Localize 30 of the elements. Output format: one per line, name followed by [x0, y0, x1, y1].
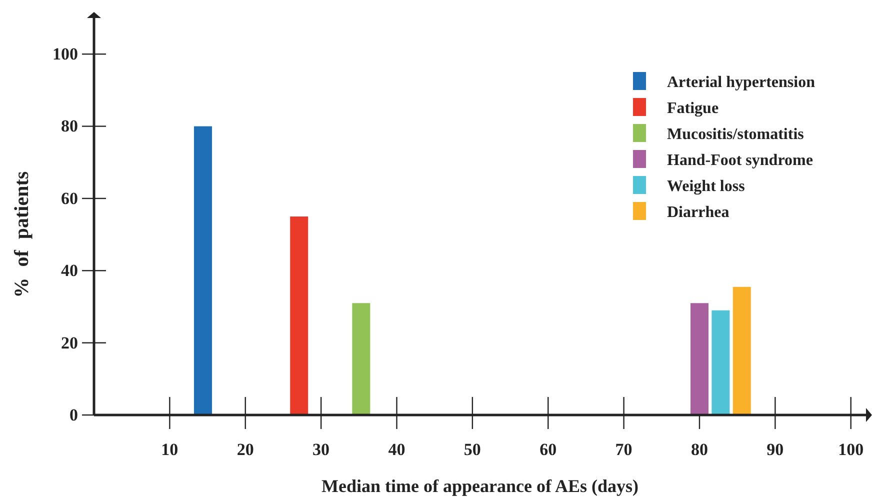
y-tick-label: 60 — [61, 188, 78, 208]
y-tick-label: 20 — [61, 333, 78, 352]
bar — [290, 216, 308, 415]
bar — [352, 303, 370, 415]
bar — [732, 286, 751, 415]
x-tick-label: 100 — [838, 440, 864, 460]
y-axis-title: % of patients — [11, 171, 33, 298]
legend-label: Hand-Foot syndrome — [667, 152, 813, 169]
x-tick-label: 60 — [540, 440, 557, 460]
x-tick-label: 20 — [236, 440, 254, 460]
legend-label: Mucositis/stomatitis — [667, 126, 804, 143]
x-tick-label: 70 — [615, 440, 632, 460]
x-axis-title: Median time of appearance of AEs (days) — [322, 476, 638, 496]
y-tick-label: 40 — [61, 261, 78, 280]
legend-label: Fatigue — [667, 100, 719, 117]
bar — [194, 126, 212, 415]
y-tick-label: 100 — [52, 44, 78, 64]
legend-label: Diarrhea — [667, 204, 730, 221]
x-tick-label: 80 — [690, 440, 708, 460]
legend-label: Weight loss — [667, 178, 745, 195]
bar — [712, 310, 730, 415]
x-tick-label: 50 — [464, 440, 481, 460]
legend-label: Arterial hypertension — [667, 74, 816, 91]
x-tick-label: 30 — [312, 440, 330, 460]
bar — [690, 303, 708, 415]
y-tick-label: 80 — [61, 116, 78, 136]
x-tick-label: 90 — [766, 440, 784, 460]
x-tick-label: 10 — [161, 440, 178, 460]
y-tick-label: 0 — [70, 405, 78, 424]
x-tick-label: 40 — [388, 440, 406, 460]
